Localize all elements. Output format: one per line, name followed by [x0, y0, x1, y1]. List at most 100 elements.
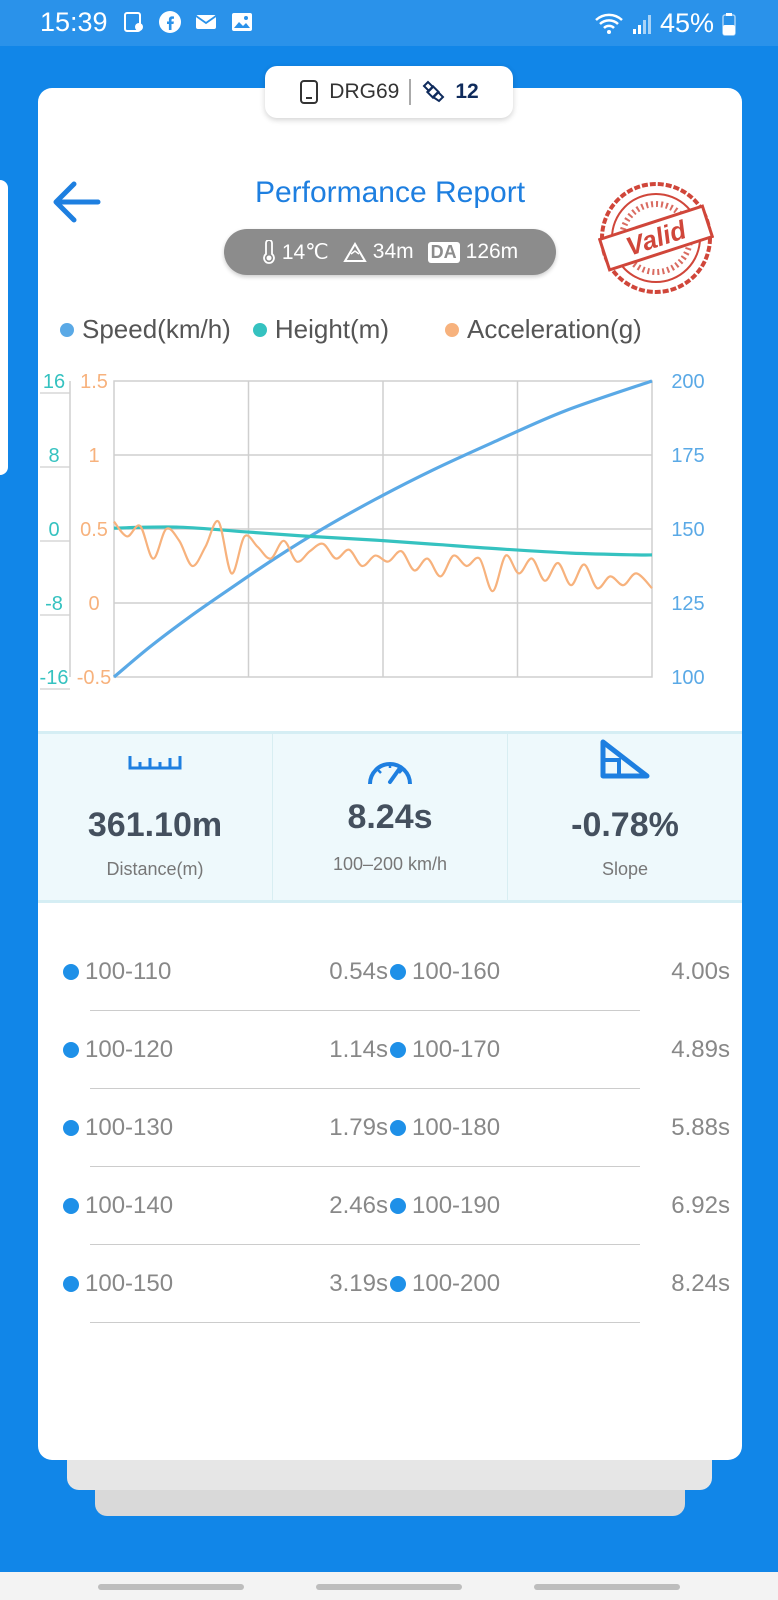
nav-recents-button[interactable]: [98, 1584, 244, 1590]
acceleration-tick-label: 1.5: [80, 371, 108, 393]
conditions-pill: 14℃ 34m DA 126m: [224, 229, 556, 275]
row-divider: [90, 1010, 640, 1011]
split-time: 5.88s: [671, 1114, 730, 1141]
slope-label: Slope: [601, 859, 649, 879]
back-arrow-icon[interactable]: [50, 178, 102, 226]
series-line-acceleration: [113, 520, 653, 593]
split-range: 100-190: [412, 1192, 501, 1219]
split-item: 100-140 2.46s: [63, 1192, 403, 1220]
split-bullet: [390, 1276, 406, 1292]
split-time: 3.19s: [329, 1270, 388, 1297]
wifi-icon: [595, 13, 623, 34]
height-tick-label: 8: [48, 445, 59, 467]
split-range: 100-170: [412, 1036, 501, 1063]
split-row: 100-140 2.46s 100-190 6.92s: [38, 1174, 742, 1252]
speed-tick-label: 200: [671, 371, 704, 393]
split-row: 100-130 1.79s 100-180 5.88s: [38, 1096, 742, 1174]
legend-height-label: Height(m): [274, 314, 389, 344]
device-pill[interactable]: DRG69 12: [265, 66, 513, 118]
system-nav-bar: [0, 1572, 778, 1600]
split-bullet: [63, 1198, 79, 1214]
acceleration-tick-label: 0: [88, 593, 99, 615]
performance-chart: 16 8 0 -8 -16 1.5 1 0.5 0 -0.5 200 175 150 125 100: [40, 371, 705, 690]
mountain-icon: [343, 242, 367, 262]
email-icon: [195, 15, 217, 29]
altitude-value: 34m: [372, 240, 414, 263]
density-altitude-badge: DA: [427, 241, 460, 263]
status-right: 45%: [594, 8, 736, 39]
split-range: 100-200: [412, 1270, 501, 1297]
speed-tick-label: 100: [671, 667, 704, 689]
split-item: 100-160 4.00s: [390, 958, 730, 986]
legend-acceleration-dot: [444, 322, 459, 337]
nav-back-button[interactable]: [534, 1584, 680, 1590]
split-range: 100-150: [85, 1270, 174, 1297]
status-bar: 15:39 45%: [0, 0, 778, 46]
row-divider: [90, 1244, 640, 1245]
height-tick-label: -8: [45, 593, 63, 615]
acceleration-tick-label: -0.5: [77, 667, 111, 689]
time-label: 100–200 km/h: [332, 854, 448, 874]
row-divider: [90, 1166, 640, 1167]
status-time: 15:39: [40, 7, 108, 37]
split-row: 100-120 1.14s 100-170 4.89s: [38, 1018, 742, 1096]
stat-time: 8.24s 100–200 km/h: [272, 734, 507, 900]
slope-value: -0.78%: [571, 806, 679, 844]
split-item: 100-170 4.89s: [390, 1036, 730, 1064]
split-item: 100-180 5.88s: [390, 1114, 730, 1142]
density-altitude-value: 126m: [465, 240, 519, 263]
speed-tick-label: 125: [671, 593, 704, 615]
split-time: 6.92s: [671, 1192, 730, 1219]
satellite-count: 12: [455, 80, 479, 103]
split-time: 0.54s: [329, 958, 388, 985]
battery-percent: 45%: [659, 8, 714, 38]
temperature: 14℃: [262, 240, 329, 265]
split-time: 4.00s: [671, 958, 730, 985]
nav-home-button[interactable]: [316, 1584, 462, 1590]
legend-speed-label: Speed(km/h): [82, 314, 231, 344]
height-tick-label: -16: [40, 667, 69, 689]
split-item: 100-190 6.92s: [390, 1192, 730, 1220]
split-item: 100-130 1.79s: [63, 1114, 403, 1142]
speed-tick-label: 175: [671, 445, 704, 467]
notification-app-icon: [124, 12, 143, 32]
signal-icon: [632, 14, 651, 34]
satellite-icon: [422, 80, 445, 103]
temperature-value: 14℃: [281, 240, 329, 264]
legend-acceleration: Acceleration(g): [444, 314, 642, 345]
slope-icon: [600, 739, 650, 779]
facebook-icon: [159, 11, 181, 33]
battery-icon: [722, 12, 736, 36]
legend-height: Height(m): [252, 314, 389, 345]
split-range: 100-130: [85, 1114, 174, 1141]
split-item: 100-200 8.24s: [390, 1270, 730, 1298]
split-item: 100-150 3.19s: [63, 1270, 403, 1298]
device-icon: [300, 80, 319, 104]
valid-stamp: Valid: [598, 182, 714, 294]
height-tick-label: 16: [43, 371, 65, 393]
split-bullet: [63, 1120, 79, 1136]
split-bullet: [390, 964, 406, 980]
split-bullet: [63, 964, 79, 980]
split-time: 4.89s: [671, 1036, 730, 1063]
acceleration-tick-label: 0.5: [80, 519, 108, 541]
split-bullet: [390, 1042, 406, 1058]
height-tick-label: 0: [48, 519, 59, 541]
side-drawer-handle[interactable]: [0, 180, 8, 475]
split-time: 2.46s: [329, 1192, 388, 1219]
legend-speed: Speed(km/h): [60, 314, 231, 345]
split-time: 8.24s: [671, 1270, 730, 1297]
split-range: 100-120: [85, 1036, 174, 1063]
image-icon: [232, 13, 252, 31]
split-time: 1.14s: [329, 1036, 388, 1063]
stat-distance: 361.10m Distance(m): [38, 734, 272, 900]
split-bullet: [390, 1120, 406, 1136]
device-name: DRG69: [329, 80, 400, 103]
series-line-height: [113, 525, 653, 557]
split-range: 100-140: [85, 1192, 174, 1219]
split-row: 100-110 0.54s 100-160 4.00s: [38, 940, 742, 1018]
legend-height-dot: [252, 322, 267, 337]
split-bullet: [63, 1042, 79, 1058]
legend-acceleration-label: Acceleration(g): [466, 314, 642, 344]
stats-panel: 361.10m Distance(m) 8.24s 100–200 km/h -…: [38, 731, 742, 903]
